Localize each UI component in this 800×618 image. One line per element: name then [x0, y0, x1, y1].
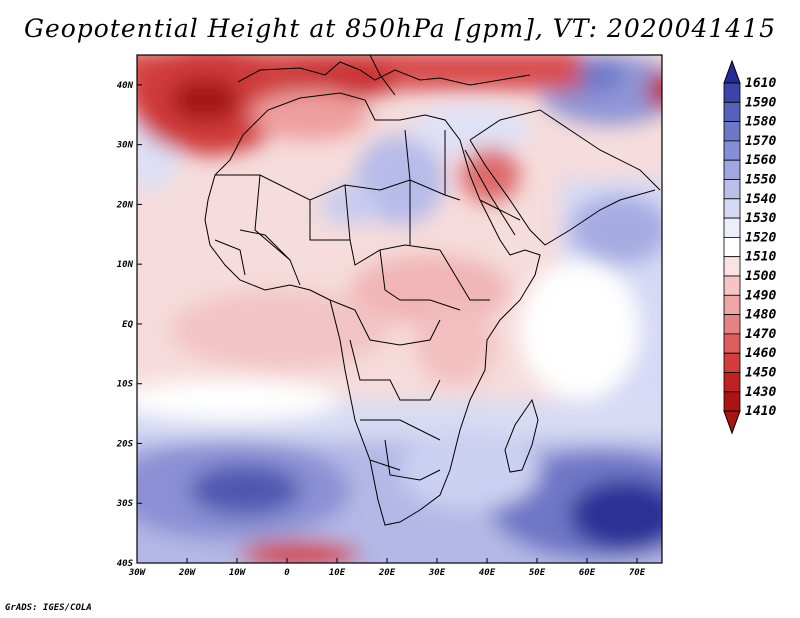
lon-tick-label: 10W — [229, 568, 247, 578]
colorbar-label: 1580 — [745, 115, 776, 130]
lat-tick-label: EQ — [122, 320, 133, 330]
lon-tick-label: 40E — [479, 568, 496, 578]
colorbar-swatch — [723, 372, 741, 393]
credit-label: GrADS: IGES/COLA — [5, 603, 92, 613]
colorbar-swatch — [723, 256, 741, 277]
lon-tick-label: 10E — [329, 568, 346, 578]
colorbar-label: 1510 — [745, 250, 776, 265]
lon-tick-label: 50E — [529, 568, 546, 578]
lon-tick-label: 20W — [178, 568, 197, 578]
lon-tick-label: 20E — [378, 568, 396, 578]
colorbar-swatch — [723, 159, 741, 180]
lat-tick-label: 30S — [116, 499, 134, 509]
colorbar-bottom-arrow — [723, 410, 741, 435]
colorbar-label: 1410 — [745, 404, 776, 419]
colorbar-swatch — [723, 121, 741, 142]
geopotential-field — [137, 55, 662, 563]
colorbar-label: 1540 — [745, 192, 776, 207]
colorbar-label: 1490 — [745, 288, 776, 303]
lat-tick-label: 40S — [117, 559, 134, 569]
lat-tick-label: 10S — [117, 380, 134, 390]
colorbar-swatch — [723, 294, 741, 315]
colorbar-label: 1610 — [745, 76, 776, 91]
longitude-axis: 30W 20W 10W 0 10E 20E 30E 40E 50E 60E 70E — [128, 558, 646, 578]
colorbar-swatch — [723, 314, 741, 335]
colorbar-label: 1590 — [745, 95, 776, 110]
colorbar-swatch — [723, 82, 741, 103]
colorbar-label: 1460 — [745, 346, 776, 361]
colorbar-swatch — [723, 101, 741, 123]
colorbar-label: 1560 — [745, 153, 776, 168]
colorbar-label: 1450 — [745, 366, 776, 381]
colorbar-label: 1530 — [745, 211, 776, 226]
colorbar-swatch — [723, 236, 741, 258]
lon-tick-label: 30E — [428, 568, 446, 578]
colorbar-label: 1520 — [745, 230, 776, 245]
lon-tick-label: 0 — [284, 568, 290, 578]
lat-tick-label: 40N — [117, 81, 134, 91]
colorbar-swatch — [723, 140, 741, 161]
colorbar-label: 1500 — [745, 269, 776, 284]
map-title: Geopotential Height at 850hPa [gpm], VT:… — [23, 14, 777, 43]
colorbar-swatch — [723, 275, 741, 296]
colorbar-label: 1550 — [745, 173, 776, 188]
lon-tick-label: 70E — [629, 568, 646, 578]
colorbar-swatch — [723, 391, 741, 412]
colorbar-swatch — [723, 198, 741, 219]
colorbar-label: 1470 — [745, 327, 776, 342]
colorbar-swatch — [723, 217, 741, 238]
colorbar-label: 1430 — [745, 385, 776, 400]
colorbar-swatch — [723, 333, 741, 354]
colorbar: 1610 1590 1580 1570 1560 1550 1540 1530 1520 1510… — [723, 59, 776, 435]
colorbar-swatch — [723, 352, 741, 373]
colorbar-label: 1570 — [745, 134, 776, 149]
colorbar-swatch — [723, 179, 741, 200]
lat-tick-label: 20S — [116, 439, 134, 449]
latitude-axis: 40N 30N 20N 10N EQ 10S 20S 30S 40S — [116, 81, 142, 569]
colorbar-label: 1480 — [745, 308, 776, 323]
lat-tick-label: 30N — [116, 141, 134, 151]
lon-tick-label: 60E — [579, 568, 596, 578]
colorbar-top-arrow — [723, 59, 741, 84]
country-borders — [204, 55, 661, 526]
lat-tick-label: 10N — [117, 260, 134, 270]
lat-tick-label: 20N — [116, 200, 134, 210]
lon-tick-label: 30W — [128, 568, 147, 578]
